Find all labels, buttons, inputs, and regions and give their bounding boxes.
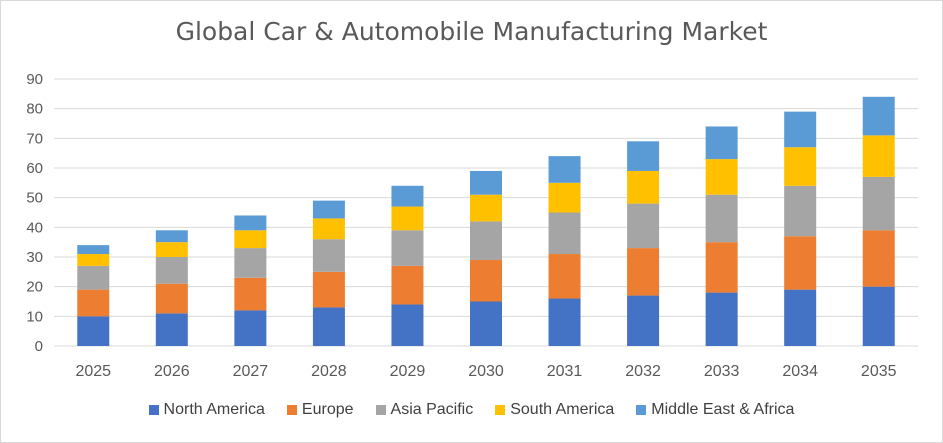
legend-label: South America xyxy=(510,401,615,418)
bar-middle-east-africa-2033 xyxy=(705,126,738,160)
bar-middle-east-africa-2026 xyxy=(155,230,188,243)
bar-asia-pacific-2028 xyxy=(312,239,345,272)
x-tick-label: 2033 xyxy=(704,363,740,380)
bar-europe-2028 xyxy=(312,271,345,308)
x-tick-label: 2029 xyxy=(390,363,426,380)
y-tick-label: 20 xyxy=(26,279,43,296)
bar-north-america-2029 xyxy=(391,304,424,346)
bar-north-america-2032 xyxy=(627,295,660,346)
bar-south-america-2034 xyxy=(784,147,817,186)
bar-north-america-2033 xyxy=(705,292,738,346)
legend-swatch xyxy=(148,405,159,415)
y-tick-label: 50 xyxy=(26,190,43,207)
legend-item: Asia Pacific xyxy=(375,401,474,419)
legend-item: North America xyxy=(148,401,265,419)
y-tick-label: 80 xyxy=(26,101,43,118)
bar-europe-2033 xyxy=(705,242,738,293)
bar-asia-pacific-2033 xyxy=(705,194,738,243)
bar-south-america-2029 xyxy=(391,206,424,231)
bar-south-america-2035 xyxy=(862,135,895,177)
legend-swatch xyxy=(286,405,297,415)
legend-item: South America xyxy=(495,401,614,419)
y-tick-label: 60 xyxy=(26,160,43,177)
legend-label: Europe xyxy=(301,401,354,418)
bar-north-america-2026 xyxy=(155,313,188,346)
x-tick-label: 2026 xyxy=(154,363,190,380)
bar-south-america-2026 xyxy=(155,242,188,257)
bar-middle-east-africa-2031 xyxy=(548,156,581,183)
y-tick-label: 70 xyxy=(26,130,43,147)
x-tick-label: 2025 xyxy=(75,363,111,380)
bar-europe-2029 xyxy=(391,265,424,305)
bar-north-america-2034 xyxy=(784,289,817,346)
chart-legend: North America Europe Asia Pacific South Ame… xyxy=(1,401,942,419)
chart-title: Global Car & Automobile Manufacturing Ma… xyxy=(175,17,768,46)
bar-middle-east-africa-2035 xyxy=(862,96,895,136)
bar-middle-east-africa-2030 xyxy=(470,170,502,195)
legend-swatch xyxy=(636,405,647,415)
y-tick-label: 0 xyxy=(35,338,43,355)
bar-south-america-2031 xyxy=(548,182,581,213)
bar-middle-east-africa-2029 xyxy=(391,185,424,207)
y-tick-label: 90 xyxy=(26,71,43,88)
bar-north-america-2025 xyxy=(77,316,110,346)
bar-asia-pacific-2029 xyxy=(391,230,424,266)
x-tick-label: 2032 xyxy=(625,363,661,380)
bar-middle-east-africa-2032 xyxy=(627,141,660,171)
bar-south-america-2032 xyxy=(627,170,660,204)
bar-middle-east-africa-2034 xyxy=(784,111,817,148)
bar-asia-pacific-2027 xyxy=(234,248,267,278)
legend-item: Europe xyxy=(286,401,354,419)
bar-asia-pacific-2025 xyxy=(77,265,110,290)
bar-middle-east-africa-2025 xyxy=(77,245,110,255)
x-tick-label: 2031 xyxy=(547,363,583,380)
bar-south-america-2033 xyxy=(705,159,738,195)
bar-europe-2027 xyxy=(234,277,267,311)
bar-asia-pacific-2035 xyxy=(862,176,895,231)
bar-asia-pacific-2032 xyxy=(627,203,660,249)
legend-label: North America xyxy=(163,401,265,418)
bar-europe-2030 xyxy=(470,259,502,302)
bar-south-america-2028 xyxy=(312,218,345,240)
bar-south-america-2030 xyxy=(470,194,502,222)
legend-label: Asia Pacific xyxy=(390,401,474,418)
bar-europe-2025 xyxy=(77,289,110,317)
bar-europe-2035 xyxy=(862,230,895,287)
bar-asia-pacific-2026 xyxy=(155,257,188,284)
y-tick-label: 30 xyxy=(26,249,43,266)
bar-north-america-2027 xyxy=(234,310,267,346)
bar-asia-pacific-2030 xyxy=(470,221,502,260)
bar-europe-2026 xyxy=(155,283,188,314)
y-tick-label: 40 xyxy=(26,219,43,236)
legend-item: Middle East & Africa xyxy=(636,401,794,419)
bar-north-america-2031 xyxy=(548,298,581,346)
legend-label: Middle East & Africa xyxy=(651,401,795,418)
x-tick-label: 2035 xyxy=(861,363,897,380)
legend-swatch xyxy=(375,405,386,415)
legend-swatch xyxy=(495,405,506,415)
x-tick-label: 2030 xyxy=(468,363,504,380)
bar-asia-pacific-2034 xyxy=(784,185,817,237)
bar-europe-2032 xyxy=(627,248,660,296)
y-tick-label: 10 xyxy=(26,308,43,325)
bar-middle-east-africa-2027 xyxy=(234,215,267,231)
bar-asia-pacific-2031 xyxy=(548,212,581,255)
bar-europe-2031 xyxy=(548,254,581,299)
bar-south-america-2027 xyxy=(234,230,267,249)
x-tick-label: 2034 xyxy=(782,363,818,380)
bar-middle-east-africa-2028 xyxy=(312,200,345,219)
bar-north-america-2030 xyxy=(470,301,502,346)
bar-north-america-2028 xyxy=(312,307,345,346)
x-tick-label: 2027 xyxy=(233,363,269,380)
bar-europe-2034 xyxy=(784,236,817,290)
bar-north-america-2035 xyxy=(862,286,895,346)
bar-south-america-2025 xyxy=(77,254,110,266)
x-tick-label: 2028 xyxy=(311,363,347,380)
